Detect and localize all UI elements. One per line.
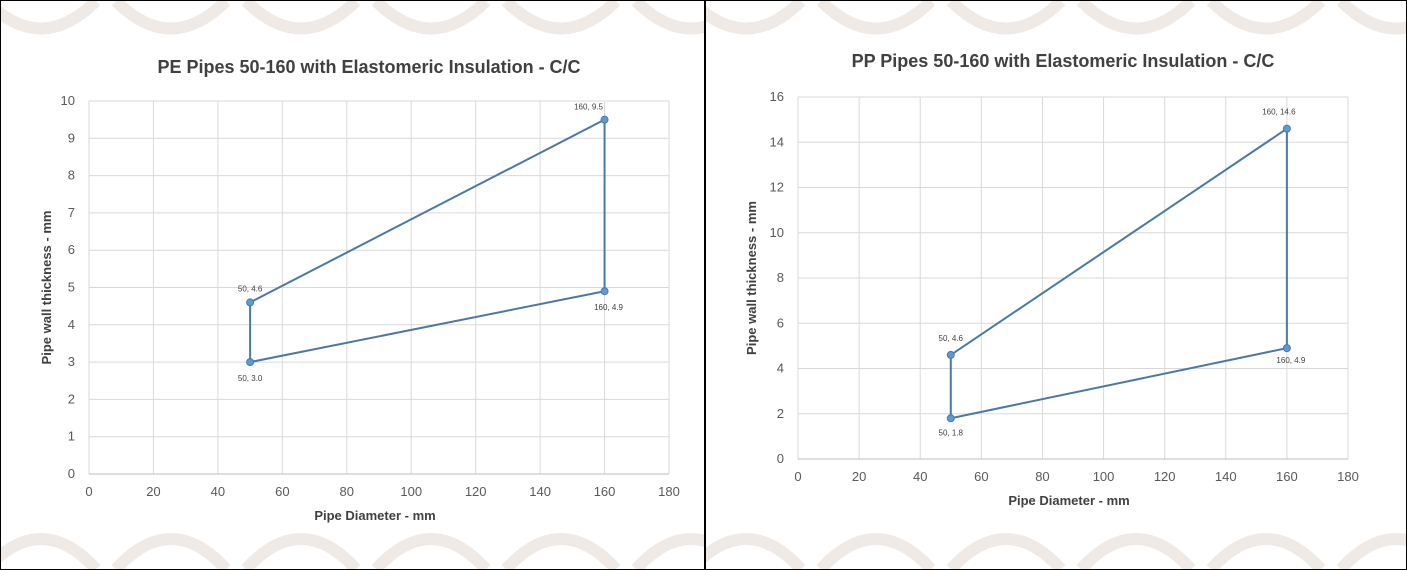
series-line	[249, 118, 606, 364]
y-tick-label: 0	[68, 466, 75, 481]
pe-chart-panel: PE Pipes 50-160 with Elastomeric Insulat…	[1, 1, 704, 569]
y-tick-label: 1	[68, 429, 75, 444]
x-tick-label: 60	[974, 469, 988, 484]
data-point-marker	[246, 358, 255, 367]
background-arch	[706, 533, 806, 569]
x-tick-label: 20	[146, 484, 160, 499]
background-pattern	[706, 1, 1406, 569]
x-tick-label: 120	[1154, 469, 1176, 484]
background-arch	[1076, 533, 1196, 569]
x-tick-label: 40	[913, 469, 927, 484]
y-tick-label: 0	[777, 451, 784, 466]
y-tick-label: 6	[68, 242, 75, 257]
background-arch	[501, 1, 621, 35]
y-tick-label: 6	[777, 315, 784, 330]
y-tick-label: 9	[68, 130, 75, 145]
x-tick-label: 100	[1093, 469, 1115, 484]
x-tick-label: 20	[852, 469, 866, 484]
background-pattern	[1, 1, 704, 569]
background-arch	[1336, 533, 1406, 569]
y-tick-label: 2	[777, 406, 784, 421]
x-tick-label: 180	[1337, 469, 1359, 484]
background-arch	[816, 1, 936, 35]
x-tick-label: 0	[794, 469, 801, 484]
background-arch	[1, 533, 101, 569]
background-arch	[631, 1, 704, 35]
y-axis-title: Pipe wall thickness - mm	[39, 211, 54, 365]
data-point-label: 50, 3.0	[238, 374, 263, 383]
x-tick-label: 80	[340, 484, 354, 499]
x-tick-label: 120	[465, 484, 487, 499]
background-arch	[241, 533, 361, 569]
y-tick-label: 5	[68, 280, 75, 295]
y-tick-label: 3	[68, 354, 75, 369]
x-tick-label: 160	[1276, 469, 1298, 484]
series-line	[949, 127, 1288, 420]
x-axis-title: Pipe Diameter - mm	[314, 508, 435, 523]
y-tick-label: 14	[770, 134, 784, 149]
y-tick-label: 16	[770, 89, 784, 104]
background-arch	[1206, 1, 1326, 35]
x-tick-label: 40	[211, 484, 225, 499]
background-arch	[946, 1, 1066, 35]
background-arch	[111, 533, 231, 569]
data-point-label: 160, 4.9	[1276, 356, 1305, 365]
data-point-label: 50, 1.8	[939, 428, 964, 437]
x-tick-label: 140	[529, 484, 551, 499]
background-arch	[371, 533, 491, 569]
pp-chart: PP Pipes 50-160 with Elastomeric Insulat…	[706, 1, 1406, 569]
data-point-label: 160, 4.9	[594, 303, 623, 312]
panel-divider	[704, 1, 706, 569]
background-arch	[1, 1, 101, 35]
background-arch	[631, 533, 704, 569]
background-arch	[816, 533, 936, 569]
x-tick-label: 140	[1215, 469, 1237, 484]
data-point-marker	[246, 298, 255, 307]
data-point-label: 160, 14.6	[1262, 108, 1296, 117]
chart-title: PP Pipes 50-160 with Elastomeric Insulat…	[852, 51, 1275, 71]
data-point-marker	[600, 115, 609, 124]
x-tick-label: 100	[400, 484, 422, 499]
background-arch	[241, 1, 361, 35]
x-tick-label: 180	[658, 484, 680, 499]
gridlines	[797, 96, 1349, 460]
x-tick-label: 0	[85, 484, 92, 499]
background-arch	[1336, 1, 1406, 35]
data-point-label: 50, 4.6	[238, 284, 263, 293]
x-axis-title: Pipe Diameter - mm	[1008, 493, 1129, 508]
pp-chart-panel: PP Pipes 50-160 with Elastomeric Insulat…	[706, 1, 1406, 569]
background-arch	[371, 1, 491, 35]
y-tick-label: 8	[777, 270, 784, 285]
background-arch	[111, 1, 231, 35]
background-arch	[946, 533, 1066, 569]
pe-chart: PE Pipes 50-160 with Elastomeric Insulat…	[1, 1, 704, 569]
y-tick-label: 10	[61, 93, 75, 108]
y-tick-label: 2	[68, 391, 75, 406]
background-arch	[1076, 1, 1196, 35]
background-arch	[706, 1, 806, 35]
data-point-label: 160, 9.5	[574, 103, 603, 112]
y-tick-label: 8	[68, 168, 75, 183]
x-tick-label: 160	[594, 484, 616, 499]
data-point-marker	[600, 287, 609, 296]
y-tick-label: 12	[770, 180, 784, 195]
chart-title: PE Pipes 50-160 with Elastomeric Insulat…	[157, 57, 580, 77]
x-tick-label: 80	[1035, 469, 1049, 484]
x-tick-label: 60	[275, 484, 289, 499]
data-point-marker	[946, 414, 955, 423]
data-point-marker	[946, 350, 955, 359]
y-tick-label: 4	[777, 361, 784, 376]
data-point-label: 50, 4.6	[939, 334, 964, 343]
y-axis-title: Pipe wall thickness - mm	[744, 201, 759, 355]
background-arch	[501, 533, 621, 569]
y-tick-label: 7	[68, 205, 75, 220]
data-point-marker	[1282, 344, 1291, 353]
gridlines	[88, 100, 670, 475]
background-arch	[1206, 533, 1326, 569]
data-point-marker	[1282, 124, 1291, 133]
y-tick-label: 10	[770, 225, 784, 240]
y-tick-label: 4	[68, 317, 75, 332]
